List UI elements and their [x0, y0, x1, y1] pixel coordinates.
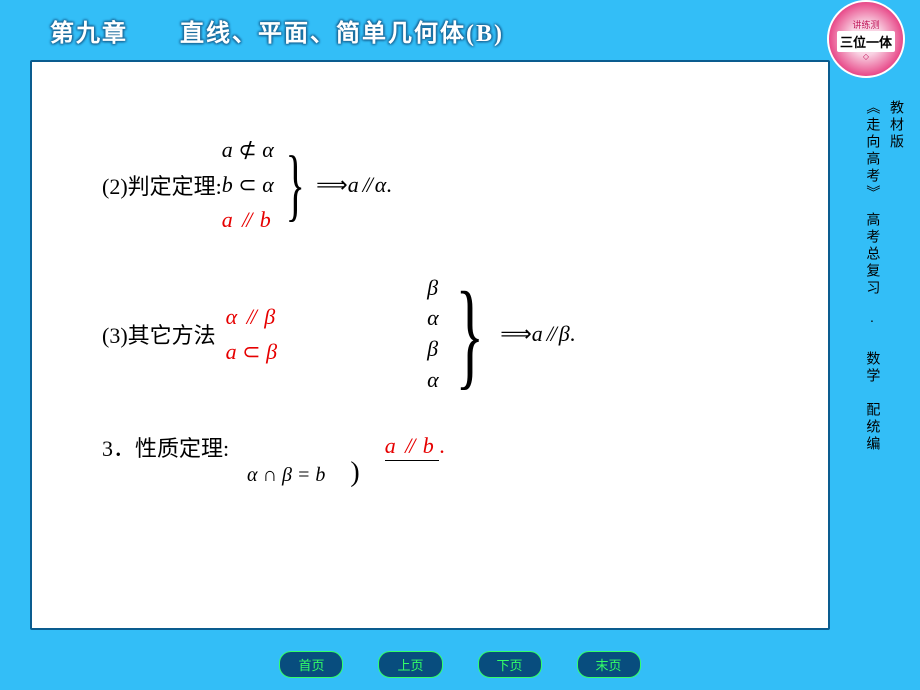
- prop-res-b: b: [423, 433, 434, 458]
- theorem-3-left-premises: α β a ⊂ β: [226, 299, 277, 369]
- theorem-2-premises: a ⊄ α b ⊂ α a b: [222, 132, 274, 238]
- theorem-2-row: (2)判定定理: a ⊄ α b ⊂ α a b } ⟹: [102, 132, 778, 238]
- parallel-icon: [543, 321, 559, 347]
- right-brace-icon: }: [285, 149, 304, 221]
- badge-decoration: ◇: [863, 52, 869, 61]
- t2-res-alpha: α: [375, 172, 387, 198]
- navigation-bar: 首页 上页 下页 末页: [0, 651, 920, 678]
- t2-l3-a: a: [222, 207, 233, 232]
- nav-home-button[interactable]: 首页: [279, 651, 343, 678]
- right-sidebar: 《走向高考》 高考总复习 · 数学 配统编 教材版: [835, 100, 905, 580]
- t3-ll1-alpha: α: [226, 304, 238, 329]
- t2-l1-alpha: α: [262, 137, 274, 162]
- nav-last-button[interactable]: 末页: [577, 651, 641, 678]
- slide-header: 第九章 直线、平面、简单几何体(B): [0, 0, 920, 60]
- prop-result: a b: [385, 433, 440, 461]
- nav-next-button[interactable]: 下页: [478, 651, 542, 678]
- t2-l2-alpha: α: [262, 172, 274, 197]
- theorem-3-label: (3)其它方法: [102, 318, 216, 350]
- chapter-title: 第九章 直线、平面、简单几何体(B): [50, 13, 504, 48]
- t3-r2: α: [427, 305, 439, 330]
- t3-res-a: a: [532, 321, 543, 347]
- t2-l2-b: b: [222, 172, 233, 197]
- theorem-2-label: (2)判定定理:: [102, 169, 222, 201]
- prop-res-a: a: [385, 433, 396, 458]
- math-body: (2)判定定理: a ⊄ α b ⊂ α a b } ⟹: [32, 62, 828, 554]
- theorem-3-right-premises: β α β α: [427, 273, 439, 396]
- parallel-icon: [359, 172, 375, 198]
- right-brace-tall-icon: }: [455, 283, 484, 385]
- t3-r1: β: [427, 275, 438, 300]
- slide-content: (2)判定定理: a ⊄ α b ⊂ α a b } ⟹: [30, 60, 830, 630]
- badge-top-text: 讲练测: [852, 18, 879, 31]
- t3-ll2-beta: β: [266, 339, 277, 364]
- sidebar-text-2: 教材版: [885, 100, 905, 580]
- t2-l2-op: ⊂: [238, 172, 256, 197]
- t2-l3-b: b: [260, 207, 271, 232]
- t3-ll2-op: ⊂: [242, 339, 260, 364]
- t2-arrow: ⟹: [316, 172, 348, 198]
- t2-l1-op: ⊄: [238, 137, 256, 162]
- property-theorem-row: 3．性质定理: α ∩ β = b ) a b .: [102, 431, 778, 489]
- parallel-icon: [238, 202, 254, 237]
- sidebar-text-1: 《走向高考》 高考总复习 · 数学 配统编: [862, 100, 882, 580]
- right-paren-icon: ): [350, 457, 359, 488]
- parallel-icon: [401, 433, 417, 459]
- badge-main-text: 三位一体: [837, 31, 895, 52]
- prop-subline: α ∩ β = b: [247, 464, 325, 486]
- parallel-icon: [243, 299, 259, 334]
- theorem-3-row: (3)其它方法 α β a ⊂ β β α β α }: [102, 273, 778, 396]
- t2-res-a: a: [348, 172, 359, 198]
- nav-prev-button[interactable]: 上页: [378, 651, 442, 678]
- t3-arrow: ⟹: [500, 321, 532, 347]
- t2-l1-a: a: [222, 137, 233, 162]
- t3-r3: β: [427, 336, 438, 361]
- t2-dot: .: [386, 172, 392, 198]
- t3-ll2-a: a: [226, 339, 237, 364]
- t3-res-beta: β: [559, 321, 570, 347]
- t3-ll1-beta: β: [264, 304, 275, 329]
- t3-r4: α: [427, 367, 439, 392]
- property-label: 3．性质定理:: [102, 436, 229, 461]
- t3-dot: .: [570, 321, 576, 347]
- prop-dot: .: [439, 433, 445, 458]
- brand-badge: 讲练测 三位一体 ◇: [827, 0, 905, 78]
